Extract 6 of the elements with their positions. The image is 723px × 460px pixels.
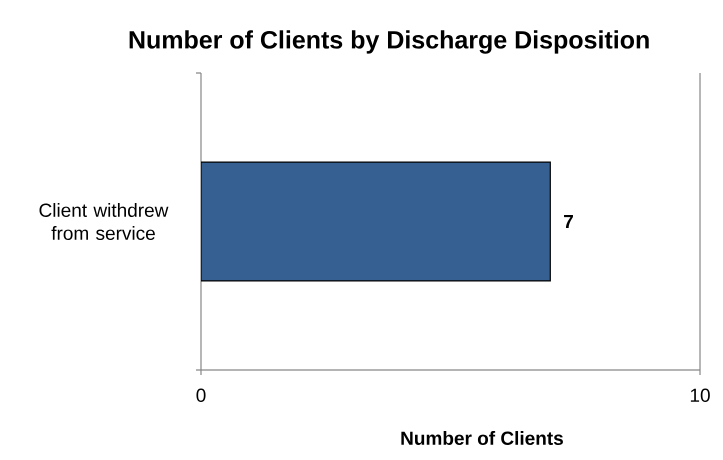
x-tick-label: 10 [690, 388, 710, 402]
x-tick-label: 0 [196, 388, 206, 402]
x-axis-title: Number of Clients [401, 431, 563, 445]
y-tick-label: Client withdrew from service [40, 203, 168, 240]
chart-title: Number of Clients by Discharge Disposition [130, 30, 649, 54]
data-label: 7 [564, 214, 573, 228]
